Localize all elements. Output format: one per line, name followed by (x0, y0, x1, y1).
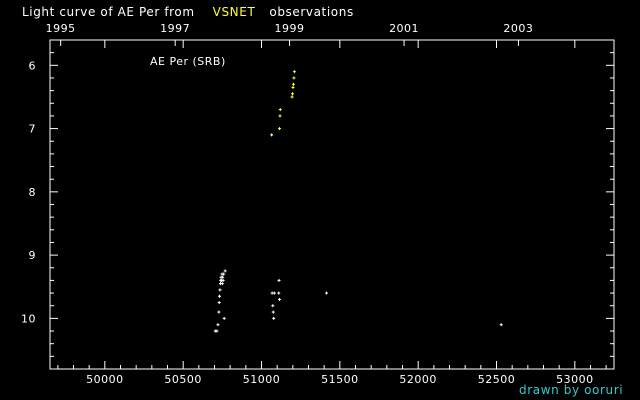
data-points (213, 70, 503, 333)
white-data-point (270, 133, 274, 137)
year-tick-label: 1999 (275, 22, 305, 35)
yellow-data-point (278, 108, 282, 112)
yellow-data-point (291, 82, 295, 86)
x-tick-label: 50000 (86, 373, 124, 386)
yellow-data-point (292, 76, 296, 80)
y-tick-label: 10 (21, 312, 36, 325)
title-source: VSNET (213, 5, 256, 19)
white-data-point (277, 291, 281, 295)
white-data-point (218, 294, 222, 298)
yellow-data-point (291, 92, 295, 96)
white-data-point (277, 278, 281, 282)
y-tick-label: 9 (29, 249, 37, 262)
white-data-point (217, 301, 221, 305)
white-data-point (499, 323, 503, 327)
x-tick-label: 52000 (399, 373, 437, 386)
white-data-point (325, 291, 329, 295)
white-data-point (271, 310, 275, 314)
white-data-point (272, 291, 276, 295)
yellow-data-point (290, 95, 294, 99)
x-tick-label: 51000 (243, 373, 281, 386)
white-data-point (221, 275, 225, 279)
yellow-data-point (291, 85, 295, 89)
top-axis: 1995 1997 1999 2001 2003 (46, 22, 533, 46)
year-tick-label: 1995 (46, 22, 76, 35)
x-tick-label: 53000 (556, 373, 594, 386)
year-tick-label: 2003 (503, 22, 533, 35)
x-tick-label: 51500 (321, 373, 359, 386)
star-annotation: AE Per (SRB) (150, 55, 226, 68)
y-tick-label: 6 (29, 59, 37, 72)
white-data-point (220, 282, 224, 286)
x-axis: 50000 50500 51000 51500 52000 52500 53000 (57, 40, 607, 386)
yellow-data-point (278, 114, 282, 118)
x-tick-label: 50500 (164, 373, 202, 386)
year-tick-label: 1997 (160, 22, 190, 35)
yellow-data-point (278, 127, 282, 131)
white-data-point (272, 316, 276, 320)
chart-title: Light curve of AE Per from VSNET observa… (22, 5, 354, 19)
title-suffix: observations (269, 5, 353, 19)
white-data-point (223, 269, 227, 273)
y-axis: 6 7 8 9 10 (21, 52, 614, 370)
white-data-point (271, 304, 275, 308)
x-tick-label: 52500 (478, 373, 516, 386)
white-data-point (221, 278, 225, 282)
white-data-point (278, 297, 282, 301)
title-prefix: Light curve of AE Per from (22, 5, 195, 19)
white-data-point (222, 316, 226, 320)
white-data-point (215, 329, 219, 333)
plot-frame (49, 39, 615, 370)
credit-text: drawn by ooruri (519, 383, 623, 397)
yellow-data-point (292, 70, 296, 74)
white-data-point (217, 310, 221, 314)
y-tick-label: 7 (29, 123, 37, 136)
year-tick-label: 2001 (389, 22, 419, 35)
white-data-point (216, 323, 220, 327)
white-data-point (218, 288, 222, 292)
white-data-point (222, 272, 226, 276)
y-tick-label: 8 (29, 186, 37, 199)
